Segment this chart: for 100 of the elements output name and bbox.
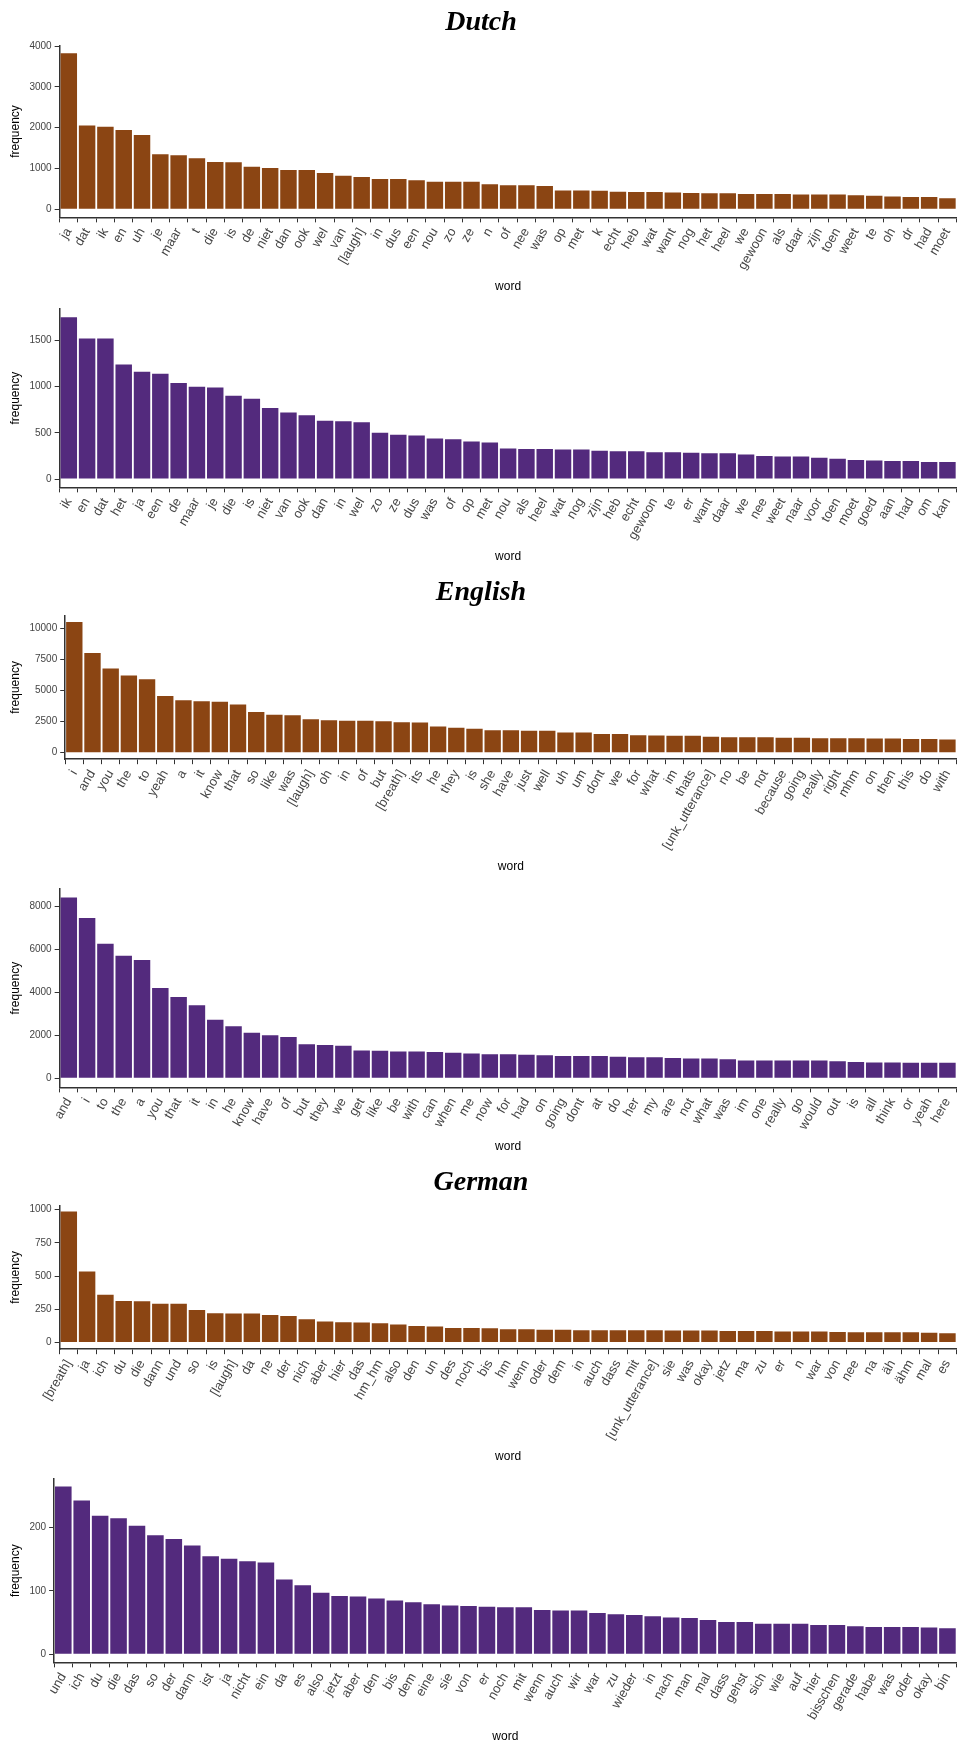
bar xyxy=(60,897,78,1078)
x-tick-label: er xyxy=(473,1669,493,1688)
bar xyxy=(737,1060,755,1078)
y-tick-label: 0 xyxy=(46,1072,53,1084)
bar xyxy=(257,1562,275,1654)
bar xyxy=(207,1019,224,1078)
bar xyxy=(847,1061,865,1078)
x-tick-label: it xyxy=(186,1094,203,1109)
bar xyxy=(499,448,517,479)
bar xyxy=(165,1539,183,1654)
bar xyxy=(701,453,718,479)
x-tick-label: ich xyxy=(66,1670,88,1692)
x-tick-label: de xyxy=(237,225,258,246)
x-tick-label: un xyxy=(420,1356,441,1377)
bar xyxy=(320,720,338,753)
bar xyxy=(478,1606,496,1654)
bar xyxy=(702,736,720,753)
bar xyxy=(533,1609,551,1654)
bar xyxy=(133,134,151,209)
bar xyxy=(133,1301,151,1343)
bar xyxy=(662,1617,680,1654)
x-tick-label: and xyxy=(50,1095,75,1122)
bar xyxy=(312,1592,330,1654)
x-tick-label: oh xyxy=(877,225,899,246)
x-tick-label: do xyxy=(914,766,935,787)
x-tick-label: or xyxy=(897,1094,917,1113)
bar xyxy=(609,1330,627,1343)
x-tick-label: ja xyxy=(129,494,149,513)
y-tick-label: 2500 xyxy=(34,715,58,727)
bar xyxy=(78,338,96,479)
bar xyxy=(188,1005,206,1078)
bar xyxy=(60,1211,78,1343)
bar xyxy=(66,622,83,753)
x-tick-label: ze xyxy=(457,225,478,245)
bar xyxy=(298,1044,315,1078)
bar xyxy=(128,1525,146,1654)
bar xyxy=(298,170,315,209)
x-tick-label: zo xyxy=(365,495,386,515)
bar xyxy=(847,1332,865,1343)
x-tick-label: ze xyxy=(384,495,404,515)
bar xyxy=(682,452,700,479)
bar xyxy=(261,1314,279,1343)
bar xyxy=(628,1057,645,1078)
bar xyxy=(865,1062,883,1078)
bar xyxy=(60,53,78,209)
y-tick-label: 1000 xyxy=(29,380,53,392)
bar xyxy=(371,1323,389,1343)
bar xyxy=(444,1327,462,1343)
x-tick-label: uh xyxy=(550,766,572,787)
x-tick-label: out xyxy=(821,1094,844,1119)
bar xyxy=(207,1313,224,1343)
x-tick-label: da xyxy=(269,1669,291,1691)
bar xyxy=(411,722,429,753)
bar xyxy=(682,1058,700,1078)
bar xyxy=(884,1332,901,1343)
bar xyxy=(921,739,938,753)
bar xyxy=(607,1614,625,1654)
bar xyxy=(902,1626,919,1654)
x-tick-label: so xyxy=(141,1670,162,1690)
bar xyxy=(775,737,792,753)
y-tick-label: 200 xyxy=(29,1521,47,1533)
bar xyxy=(920,1627,938,1654)
x-tick-label: zo xyxy=(439,225,459,245)
x-tick-label: k xyxy=(589,224,606,239)
bar xyxy=(720,737,738,753)
y-tick-label: 0 xyxy=(46,472,53,484)
bar xyxy=(239,1561,256,1654)
x-tick-label: in xyxy=(568,1356,588,1374)
y-tick-label: 1500 xyxy=(29,334,53,346)
bar xyxy=(718,1621,735,1654)
bar xyxy=(884,196,901,209)
x-tick-label: ma xyxy=(729,1356,753,1381)
bar xyxy=(719,1330,737,1343)
x-tick-label: de xyxy=(164,495,185,516)
y-tick-label: 750 xyxy=(34,1236,53,1248)
bar xyxy=(147,1535,164,1654)
bar xyxy=(426,1052,444,1078)
bar xyxy=(444,439,462,479)
bar xyxy=(628,1330,645,1343)
x-tick-label: zu xyxy=(750,1356,771,1377)
x-tick-label: is xyxy=(239,494,258,511)
y-tick-label: 0 xyxy=(51,746,58,758)
y-tick-label: 100 xyxy=(29,1584,47,1596)
bar xyxy=(570,1610,588,1654)
bar xyxy=(188,1309,206,1343)
bar xyxy=(229,704,247,753)
bar xyxy=(737,194,755,209)
y-tick-label: 4000 xyxy=(29,39,53,51)
x-tick-label: we xyxy=(729,495,752,518)
bar xyxy=(225,1026,242,1078)
bar xyxy=(110,1518,127,1654)
bar xyxy=(460,1606,477,1654)
bar xyxy=(188,386,206,479)
bar xyxy=(261,1035,279,1078)
x-tick-label: of xyxy=(495,224,514,242)
y-tick-label: 0 xyxy=(46,1336,53,1348)
bar xyxy=(810,1625,827,1654)
bar xyxy=(499,185,517,209)
x-axis-title: word xyxy=(494,549,522,564)
x-tick-label: n xyxy=(478,225,496,239)
